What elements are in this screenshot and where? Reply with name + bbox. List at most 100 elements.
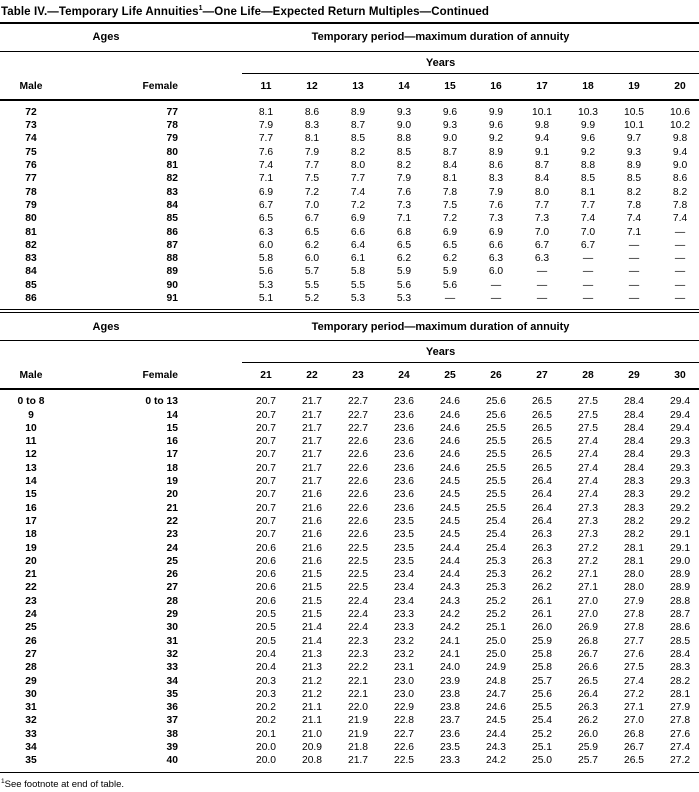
spacer	[182, 186, 239, 199]
female-age-cell: 27	[166, 582, 178, 594]
multiple-cell: 25.5	[485, 476, 507, 488]
multiple-cell: 21.7	[301, 462, 323, 474]
multiple-cell: 5.3	[396, 292, 412, 304]
multiple-cell: 20.0	[255, 742, 277, 753]
multiple-cell: 8.7	[350, 120, 366, 132]
male-age-cell: 17	[25, 515, 37, 527]
multiple-cell: 25.5	[485, 489, 507, 501]
female-age-cell: 86	[166, 226, 178, 238]
multiple-cell: 21.7	[347, 755, 369, 767]
spacer	[182, 475, 239, 488]
multiple-cell: 8.3	[488, 173, 504, 185]
multiple-cell: 7.7	[580, 199, 596, 211]
multiple-cell: 28.9	[670, 582, 691, 594]
year-column-header: 19	[607, 73, 653, 101]
multiple-cell: 6.9	[258, 186, 274, 198]
female-age-cell: 16	[166, 436, 178, 448]
footnote: 1See footnote at end of table.	[0, 773, 699, 790]
spacer	[182, 542, 239, 555]
multiple-cell: 7.6	[258, 146, 274, 158]
multiple-cell: 27.0	[623, 715, 645, 727]
multiple-cell: —	[674, 253, 686, 265]
multiple-cell: 9.9	[488, 106, 504, 118]
multiple-cell: 24.1	[439, 648, 461, 660]
multiple-cell: 28.4	[623, 462, 645, 474]
multiple-cell: 9.4	[672, 146, 688, 158]
multiple-cell: 25.6	[485, 409, 507, 421]
multiple-cell: 22.5	[347, 569, 369, 581]
multiple-cell: 25.0	[531, 755, 553, 767]
multiple-cell: 24.2	[439, 622, 461, 634]
multiple-cell: 25.3	[485, 582, 507, 594]
multiple-cell: 8.7	[442, 146, 458, 158]
multiple-cell: 9.0	[442, 133, 458, 145]
female-age-cell: 15	[166, 422, 178, 434]
male-header: Male	[0, 363, 62, 391]
multiple-cell: 10.5	[623, 106, 645, 118]
multiple-cell: 24.5	[439, 476, 461, 488]
multiple-cell: 8.0	[534, 186, 550, 198]
multiple-cell: 23.5	[393, 515, 415, 527]
multiple-cell: 27.0	[577, 595, 599, 607]
multiple-cell: 24.5	[439, 529, 461, 541]
multiple-cell: 26.3	[531, 555, 553, 567]
female-age-cell: 90	[166, 279, 178, 291]
year-column-header: 20	[653, 73, 699, 101]
footnote-text: See footnote at end of table.	[4, 778, 124, 790]
multiple-cell: 23.7	[439, 715, 461, 727]
multiple-cell: 26.9	[577, 622, 599, 634]
spacer	[182, 422, 239, 435]
multiple-cell: 28.1	[670, 688, 691, 700]
footnote-marker: 1	[198, 5, 203, 12]
multiple-cell: 24.7	[485, 688, 507, 700]
columns-header-row: Male Female 11 12 13 14 15 16 17 18 19 20	[0, 73, 699, 101]
table-row: 12 17 20.7 21.7 22.6 23.6 24.6 25.5 26.5 27.4 28.4…	[0, 448, 699, 461]
multiple-cell: 26.5	[577, 675, 599, 687]
multiple-cell: 8.8	[580, 160, 596, 172]
table-row: 10 15 20.7 21.7 22.7 23.6 24.6 25.5 26.5 27.5 28.4…	[0, 422, 699, 435]
multiple-cell: 8.2	[672, 186, 688, 198]
multiple-cell: 23.6	[393, 436, 415, 448]
multiple-cell: —	[536, 266, 548, 278]
multiple-cell: 9.3	[442, 120, 458, 132]
male-age-cell: 20	[25, 555, 37, 567]
multiple-cell: —	[490, 279, 502, 291]
multiple-cell: 28.4	[623, 449, 645, 461]
year-column-header: 17	[515, 73, 561, 101]
male-age-cell: 32	[25, 715, 37, 727]
spacer	[182, 409, 239, 422]
ages-header: Ages	[0, 23, 182, 52]
multiple-cell: —	[628, 279, 640, 291]
multiple-cell: 22.1	[347, 688, 369, 700]
multiple-cell: 24.3	[439, 582, 461, 594]
female-age-cell: 77	[166, 106, 178, 118]
multiple-cell: 20.2	[255, 702, 277, 714]
multiple-cell: 6.7	[258, 199, 274, 211]
multiple-cell: 6.1	[350, 253, 366, 265]
multiple-cell: 24.3	[485, 742, 507, 753]
spacer	[182, 448, 239, 461]
multiple-cell: 8.5	[626, 173, 642, 185]
multiple-cell: 28.6	[670, 622, 691, 634]
multiple-cell: 22.6	[347, 462, 369, 474]
multiple-cell: 24.6	[439, 462, 461, 474]
multiple-cell: 7.9	[396, 173, 412, 185]
multiple-cell: 5.1	[258, 292, 274, 304]
female-age-cell: 85	[166, 213, 178, 225]
multiple-cell: 25.7	[531, 675, 553, 687]
multiple-cell: 5.6	[258, 266, 274, 278]
table-row: 76 81 7.4 7.7 8.0 8.2 8.4 8.6 8.7 8.8 8.9 9.0	[0, 159, 699, 172]
multiple-cell: 24.5	[439, 515, 461, 527]
multiple-cell: 29.4	[670, 396, 691, 408]
multiple-cell: 21.3	[301, 662, 323, 674]
female-age-cell: 38	[166, 728, 178, 740]
female-age-cell: 18	[166, 462, 178, 474]
multiple-cell: 25.0	[485, 648, 507, 660]
multiple-cell: 27.2	[577, 542, 599, 554]
multiple-cell: 20.6	[255, 595, 277, 607]
female-age-cell: 28	[166, 595, 178, 607]
multiple-cell: 7.9	[304, 146, 320, 158]
multiple-cell: 22.5	[347, 542, 369, 554]
multiple-cell: 8.3	[304, 120, 320, 132]
multiple-cell: 8.4	[442, 160, 458, 172]
